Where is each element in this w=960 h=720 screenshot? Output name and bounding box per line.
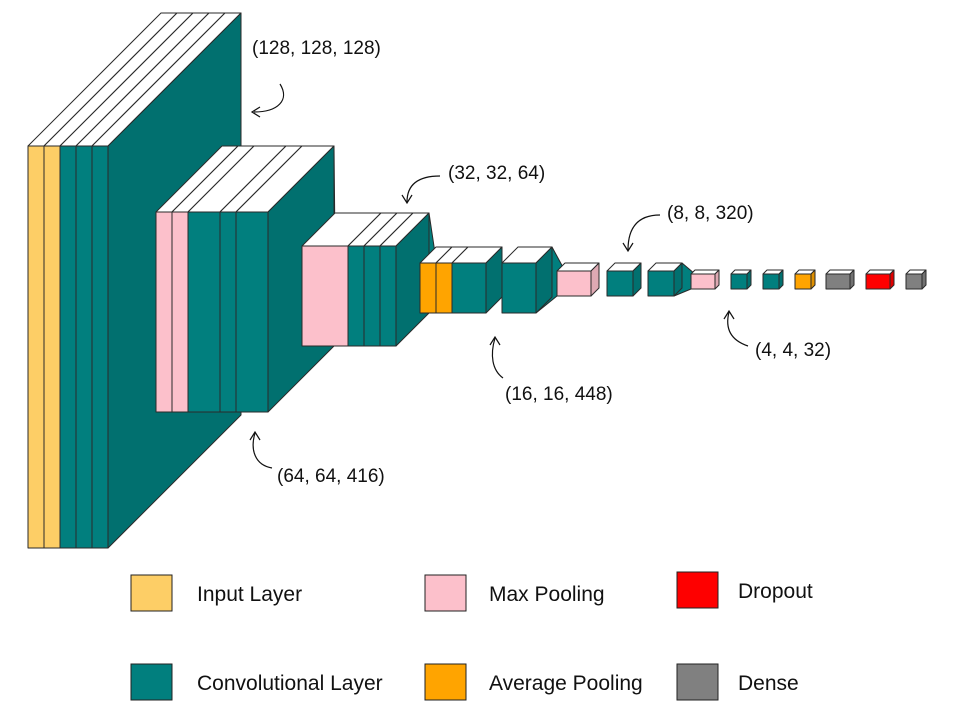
dimension-arrows (249, 83, 749, 469)
layer-front-face (556, 270, 592, 297)
legend-swatch-maxpool (424, 574, 467, 612)
layer-block-conv (606, 262, 642, 297)
legend-swatch-conv (130, 663, 173, 701)
dim-label-128: (128, 128, 128) (252, 38, 381, 59)
arrow-128 (253, 83, 285, 113)
arrow-32 (406, 175, 441, 203)
layer-block-conv (451, 246, 503, 314)
layer-front-face (794, 273, 812, 290)
legend-label-avgpool: Average Pooling (489, 672, 643, 695)
arrow-4 (727, 311, 749, 347)
legend-swatch-dropout (676, 571, 719, 609)
dim-label-8: (8, 8, 320) (667, 203, 754, 224)
layer-side-face (714, 269, 720, 290)
arrowhead-4 (723, 309, 735, 320)
legend-swatch-dense (676, 663, 719, 701)
layer-front-face (27, 145, 45, 549)
layer-front-face (419, 262, 437, 314)
layer-front-face (155, 211, 173, 413)
layer-side-face (778, 269, 784, 290)
legend-swatch-input (130, 574, 173, 612)
legend-label-conv: Convolutional Layer (197, 672, 383, 695)
legend-item-input-layer: Input Layer (130, 574, 302, 612)
layer-top-face (690, 269, 720, 275)
layer-front-face (762, 273, 780, 290)
layer-blocks (27, 12, 927, 549)
layer-side-face (746, 269, 752, 290)
layer-front-face (347, 245, 365, 347)
layer-front-face (219, 211, 237, 413)
layer-front-face (363, 245, 381, 347)
legend-item-dense: Dense (676, 663, 799, 701)
layer-front-face (59, 145, 77, 549)
legend-item-convolutional-layer: Convolutional Layer (130, 663, 383, 701)
legend-label-maxpool: Max Pooling (489, 583, 605, 606)
layer-front-face (43, 145, 61, 549)
layer-front-face (647, 270, 675, 297)
layer-front-face (187, 211, 221, 413)
layer-block-conv (730, 269, 752, 290)
layer-front-face (75, 145, 93, 549)
layer-front-face (435, 262, 453, 314)
legend: Input Layer Max Pooling Dropout Convolut… (130, 571, 813, 701)
arrowhead-128 (250, 106, 261, 118)
legend-label-dense: Dense (738, 672, 799, 695)
layer-front-face (171, 211, 189, 413)
layer-front-face (690, 273, 716, 290)
layer-block-dropout (865, 269, 895, 290)
arrowhead-8 (622, 242, 634, 253)
layer-front-face (501, 262, 537, 314)
layer-block-dense (825, 269, 855, 290)
layer-front-face (730, 273, 748, 290)
layer-block-avgpool (794, 269, 816, 290)
layer-front-face (451, 262, 487, 314)
arrow-8 (627, 214, 661, 251)
layer-side-face (849, 269, 855, 290)
legend-label-input: Input Layer (197, 583, 302, 606)
layer-block-dense (905, 269, 927, 290)
layer-front-face (379, 245, 397, 347)
layer-top-face (825, 269, 855, 275)
layer-top-face (865, 269, 895, 275)
arrowhead-16 (489, 335, 501, 346)
legend-swatch-avgpool (424, 663, 467, 701)
dimension-labels: (128, 128, 128) (64, 64, 416) (32, 32, 6… (252, 38, 831, 487)
arrowhead-32 (401, 194, 413, 205)
arrowhead-64 (249, 430, 261, 441)
layer-front-face (905, 273, 923, 290)
dim-label-4: (4, 4, 32) (755, 340, 831, 361)
layer-front-face (825, 273, 851, 290)
dim-label-64: (64, 64, 416) (277, 466, 385, 487)
layer-front-face (865, 273, 891, 290)
layer-front-face (301, 245, 349, 347)
dim-label-32: (32, 32, 64) (448, 163, 545, 184)
layer-front-face (606, 270, 634, 297)
dim-label-16: (16, 16, 448) (505, 384, 613, 405)
layer-side-face (921, 269, 927, 290)
layer-side-face (889, 269, 895, 290)
layer-front-face (235, 211, 269, 413)
legend-label-dropout: Dropout (738, 580, 813, 603)
layer-side-face (810, 269, 816, 290)
layer-block-maxpool (690, 269, 720, 290)
layer-block-conv (762, 269, 784, 290)
layer-block-conv (647, 262, 683, 297)
layer-block-conv (501, 246, 553, 314)
arrow-64 (252, 432, 273, 469)
arrow-16 (491, 337, 504, 379)
legend-item-average-pooling: Average Pooling (424, 663, 643, 701)
legend-item-dropout: Dropout (676, 571, 813, 609)
layer-front-face (91, 145, 109, 549)
layer-block-maxpool (556, 262, 600, 297)
legend-item-max-pooling: Max Pooling (424, 574, 605, 612)
